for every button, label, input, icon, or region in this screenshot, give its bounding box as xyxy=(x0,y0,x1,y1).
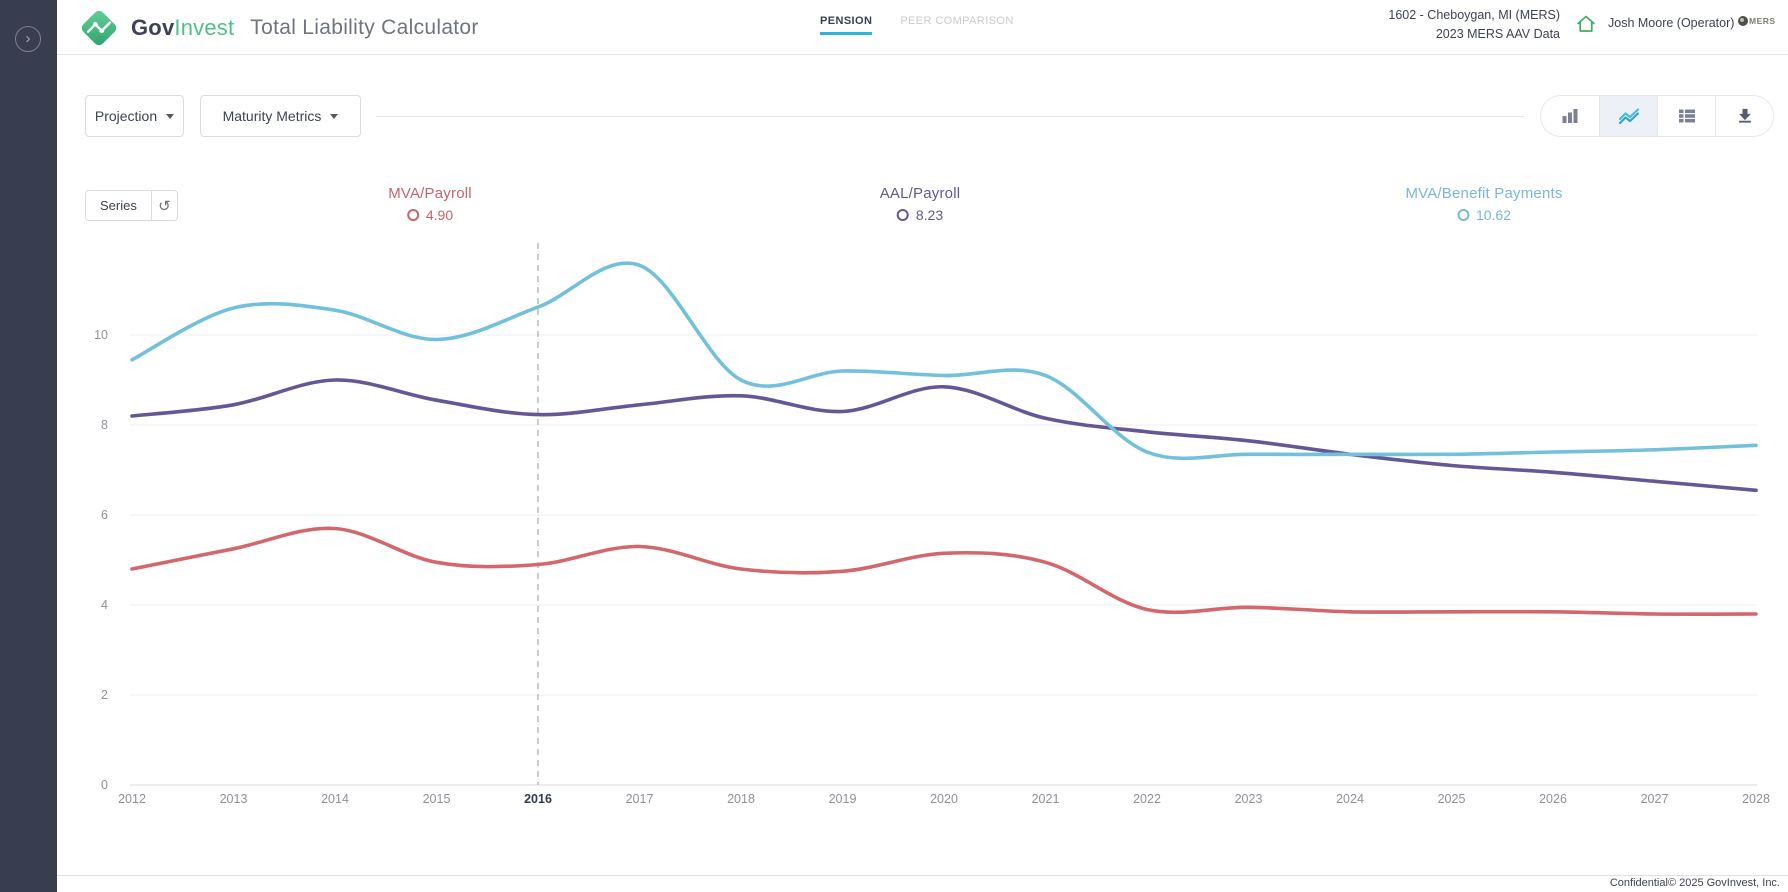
x-axis-label: 2025 xyxy=(1437,792,1466,806)
plan-name: 1602 - Cheboygan, MI (MERS) xyxy=(1388,8,1560,22)
x-axis-label: 2022 xyxy=(1133,792,1161,806)
series-marker-icon xyxy=(896,209,909,221)
y-axis-label: 0 xyxy=(101,778,108,792)
x-axis-label: 2019 xyxy=(828,792,857,806)
line-chart-view-button[interactable] xyxy=(1599,96,1657,136)
download-button[interactable] xyxy=(1715,96,1773,136)
x-axis-label: 2026 xyxy=(1539,792,1567,806)
x-axis-label: 2017 xyxy=(625,792,654,806)
x-axis-label: 2014 xyxy=(321,792,349,806)
plan-data-source: 2023 MERS AAV Data xyxy=(1435,27,1560,41)
x-axis-label: 2013 xyxy=(219,792,248,806)
y-axis-label: 2 xyxy=(101,688,108,702)
download-icon xyxy=(1738,108,1751,123)
legend-label: AAL/Payroll xyxy=(879,185,961,202)
header-divider xyxy=(376,116,1524,117)
series-line-aal-payroll[interactable] xyxy=(130,378,1758,493)
chart-view-toggle-group xyxy=(1540,95,1774,137)
x-axis-label: 2015 xyxy=(422,792,451,806)
series-marker-icon xyxy=(406,209,419,221)
y-axis-label: 4 xyxy=(101,598,108,612)
series-control: Series ↺ xyxy=(85,190,178,221)
y-axis-label: 8 xyxy=(101,418,108,432)
x-axis-label: 2024 xyxy=(1336,792,1364,806)
x-axis-label: 2028 xyxy=(1742,792,1770,806)
tab-pension[interactable]: PENSION xyxy=(820,15,873,35)
series-reset-button[interactable]: ↺ xyxy=(150,191,177,220)
left-sidebar: › xyxy=(0,0,57,892)
page-title: Total Liability Calculator xyxy=(250,16,479,39)
series-button[interactable]: Series xyxy=(100,198,137,213)
chevron-right-icon: › xyxy=(25,30,31,47)
x-axis-label: 2021 xyxy=(1031,792,1060,806)
mers-logo-label: MERS xyxy=(1749,16,1776,26)
projection-dropdown-label: Projection xyxy=(94,108,158,124)
reset-icon: ↺ xyxy=(158,197,171,215)
series-line-mva-payroll[interactable] xyxy=(130,526,1758,616)
home-icon[interactable] xyxy=(1575,13,1597,35)
legend-label: MVA/Benefit Payments xyxy=(1405,185,1563,202)
legend-item-mva-benefit-payments[interactable]: MVA/Benefit Payments 10.62 xyxy=(1405,185,1562,223)
brand-name: GovInvest xyxy=(131,15,234,41)
plan-info: 1602 - Cheboygan, MI (MERS) 2023 MERS AA… xyxy=(1388,6,1560,44)
x-axis-label: 2027 xyxy=(1640,792,1669,806)
series-line-mva-benefit-payments[interactable] xyxy=(130,261,1758,461)
series-marker-icon xyxy=(1456,209,1469,221)
brand-gov: Gov xyxy=(131,15,175,40)
app-header: GovInvest Total Liability Calculator PEN… xyxy=(57,0,1788,55)
brand: GovInvest Total Liability Calculator xyxy=(77,6,479,50)
sidebar-expand-button[interactable]: › xyxy=(15,26,41,52)
line-chart-icon xyxy=(1618,108,1639,125)
tab-peer-comparison[interactable]: PEER COMPARISON xyxy=(900,15,1014,27)
x-axis-label: 2018 xyxy=(727,792,755,806)
maturity-metrics-dropdown[interactable]: Maturity Metrics xyxy=(200,95,361,137)
maturity-metrics-dropdown-label: Maturity Metrics xyxy=(222,108,322,124)
main-tabs: PENSION PEER COMPARISON xyxy=(820,15,1014,35)
mers-logo: MERS xyxy=(1738,16,1776,26)
mers-logo-icon xyxy=(1738,16,1748,26)
chevron-down-icon xyxy=(166,113,175,119)
projection-dropdown[interactable]: Projection xyxy=(85,95,184,137)
data-table-view-button[interactable] xyxy=(1657,96,1715,136)
govinvest-logo-icon xyxy=(81,10,117,46)
confidential-notice: Confidential© 2025 GovInvest, Inc. xyxy=(1609,877,1780,889)
user-menu[interactable]: Josh Moore (Operator) xyxy=(1608,16,1735,30)
legend-value: 10.62 xyxy=(1475,207,1512,223)
x-axis-label: 2012 xyxy=(118,792,146,806)
app-footer: Confidential© 2025 GovInvest, Inc. xyxy=(57,875,1788,892)
x-axis-label: 2020 xyxy=(930,792,958,806)
chevron-down-icon xyxy=(330,113,339,119)
x-axis-label: 2023 xyxy=(1234,792,1263,806)
x-axis-label: 2016 xyxy=(524,792,552,806)
legend-value: 8.23 xyxy=(915,207,944,223)
legend-item-mva-payroll[interactable]: MVA/Payroll 4.90 xyxy=(388,185,472,223)
y-axis-label: 10 xyxy=(94,328,108,342)
legend-label: MVA/Payroll xyxy=(388,185,472,202)
legend-item-aal-payroll[interactable]: AAL/Payroll 8.23 xyxy=(880,185,961,223)
bar-chart-icon xyxy=(1562,109,1578,123)
legend-value: 4.90 xyxy=(425,207,454,223)
brand-invest: Invest xyxy=(174,15,235,40)
bar-chart-view-button[interactable] xyxy=(1541,96,1599,136)
data-table-icon xyxy=(1678,109,1695,123)
y-axis-label: 6 xyxy=(101,508,108,522)
